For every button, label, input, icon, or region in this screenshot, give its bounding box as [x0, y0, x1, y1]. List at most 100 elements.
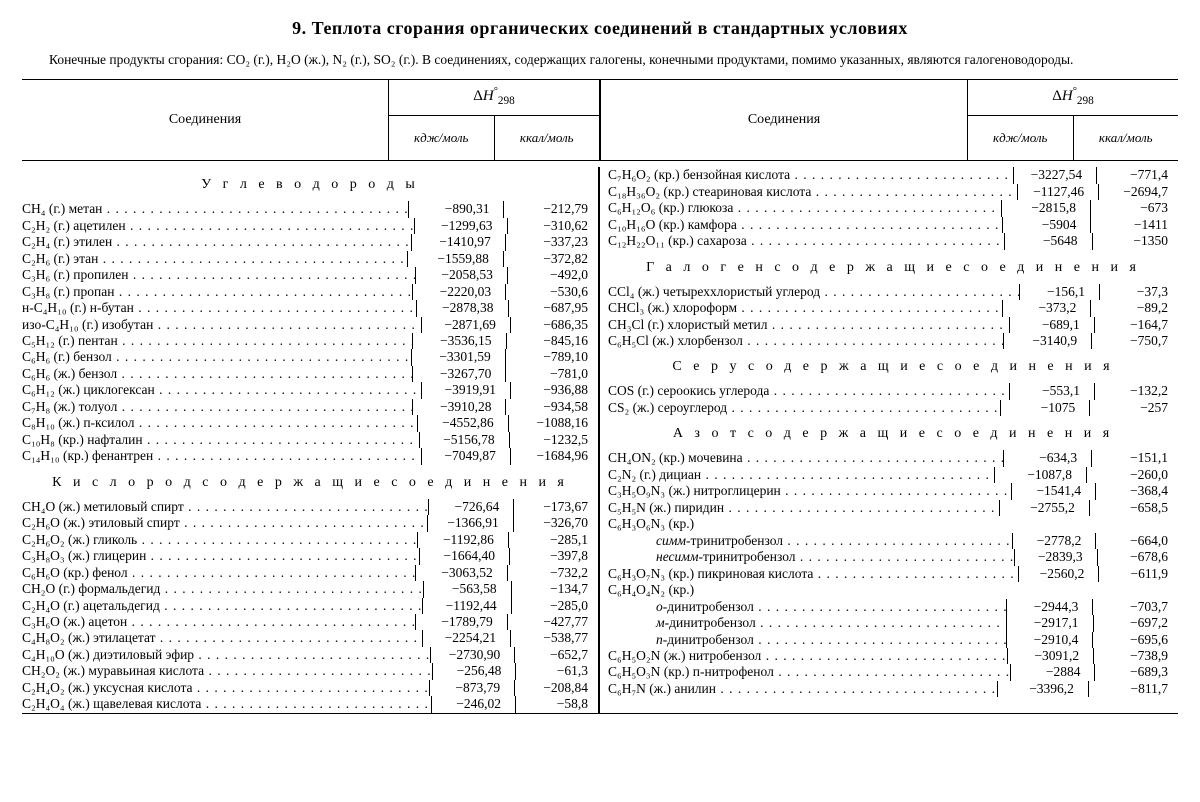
- value-kcal: −285,0: [511, 598, 598, 614]
- compound-name: C₃H₆O (ж.) ацетон: [22, 614, 415, 630]
- value-kj: −1541,4: [1011, 483, 1095, 499]
- value-kcal: −1411: [1090, 217, 1178, 233]
- value-kj: −2878,38: [416, 300, 507, 316]
- value-kcal: −673: [1090, 200, 1178, 216]
- compound-name: C₁₈H₃₆O₂ (кр.) стеариновая кислота: [608, 184, 1017, 200]
- value-kj: −2560,2: [1018, 566, 1099, 582]
- table-row: CH₃Cl (г.) хлористый метил−689,1−164,7: [608, 317, 1178, 333]
- table-row: о-динитробензол−2944,3−703,7: [608, 599, 1178, 615]
- data-table: Соединения ΔH°298 кдж/моль ккал/моль Сое…: [22, 79, 1178, 714]
- compound-name: CH₂O (г.) формальдегид: [22, 581, 423, 597]
- value-kj: −2220,03: [412, 284, 505, 300]
- value-kcal: −686,35: [510, 317, 598, 333]
- value-kj: −4552,86: [417, 415, 508, 431]
- table-row: C₁₈H₃₆O₂ (кр.) стеариновая кислота−1127,…: [608, 184, 1178, 200]
- value-kj: −3910,28: [412, 399, 505, 415]
- value-kcal: −260,0: [1086, 467, 1178, 483]
- compound-name: CS₂ (ж.) сероуглерод: [608, 400, 1000, 416]
- table-row: C₁₂H₂₂O₁₁ (кр.) сахароза−5648−1350: [608, 233, 1178, 249]
- value-kcal: −781,0: [505, 366, 598, 382]
- compound-name: симм-тринитробензол: [608, 533, 1012, 549]
- compound-name: CH₄O (ж.) метиловый спирт: [22, 499, 428, 515]
- value-kj: −2910,4: [1006, 632, 1092, 648]
- value-kj: −1664,40: [419, 548, 509, 564]
- value-kj: −1559,88: [407, 251, 503, 267]
- value-kj: −2884: [1010, 664, 1094, 680]
- table-row: C₃H₈O₃ (ж.) глицерин−1664,40−397,8: [22, 548, 598, 564]
- table-row: C₃H₈ (г.) пропан−2220,03−530,6: [22, 284, 598, 300]
- value-kcal: −492,0: [507, 267, 598, 283]
- table-row: C₄H₁₀O (ж.) диэтиловый эфир−2730,90−652,…: [22, 647, 598, 663]
- page-title: 9. Теплота сгорания органических соедине…: [22, 18, 1178, 39]
- value-kj: −3091,2: [1007, 648, 1093, 664]
- compound-name: C₂H₆ (г.) этан: [22, 251, 407, 267]
- value-kj: −1789,79: [415, 614, 507, 630]
- table-row: C₇H₈ (ж.) толуол−3910,28−934,58: [22, 399, 598, 415]
- compound-name: C₁₂H₂₂O₁₁ (кр.) сахароза: [608, 233, 1004, 249]
- value-kj: −1087,8: [994, 467, 1087, 483]
- col-kcal: ккал/моль: [1074, 116, 1179, 160]
- table-row: C₆H₇N (ж.) анилин−3396,2−811,7: [608, 681, 1178, 697]
- value-kcal: −1088,16: [508, 415, 598, 431]
- compound-name: C₈H₁₀ (ж.) п-ксилол: [22, 415, 417, 431]
- intro-text: Конечные продукты сгорания: CO₂ (г.), H₂…: [22, 51, 1178, 69]
- table-row: C₂H₆O₂ (ж.) гликоль−1192,86−285,1: [22, 532, 598, 548]
- compound-name: C₄H₁₀O (ж.) диэтиловый эфир: [22, 647, 430, 663]
- compound-name: C₂H₄O₄ (ж.) щавелевая кислота: [22, 696, 431, 712]
- value-kj: −2871,69: [421, 317, 510, 333]
- value-kcal: −310,62: [507, 218, 599, 234]
- compound-name: C₆H₇N (ж.) анилин: [608, 681, 997, 697]
- table-row: CHCl₃ (ж.) хлороформ−373,2−89,2: [608, 300, 1178, 316]
- compound-name: CHCl₃ (ж.) хлороформ: [608, 300, 1002, 316]
- value-kcal: −845,16: [506, 333, 599, 349]
- value-kj: −3227,54: [1013, 167, 1096, 183]
- value-kj: −1299,63: [414, 218, 506, 234]
- value-kj: −890,31: [408, 201, 503, 217]
- compound-name: C₆H₃O₇N₃ (кр.) пикриновая кислота: [608, 566, 1018, 582]
- value-kj: −2815,8: [1001, 200, 1090, 216]
- table-row: C₃H₆ (г.) пропилен−2058,53−492,0: [22, 267, 598, 283]
- compound-name: C₂N₂ (г.) дициан: [608, 467, 994, 483]
- compound-name: COS (г.) сероокись углерода: [608, 383, 1009, 399]
- col-dh: ΔH°298: [968, 80, 1178, 116]
- table-row: C₆H₅O₃N (кр.) п-нитрофенол−2884−689,3: [608, 664, 1178, 680]
- table-row: C₂H₆ (г.) этан−1559,88−372,82: [22, 251, 598, 267]
- table-row: CH₂O₂ (ж.) муравьиная кислота−256,48−61,…: [22, 663, 598, 679]
- table-row: C₅H₅N (ж.) пиридин−2755,2−658,5: [608, 500, 1178, 516]
- value-kj: −5904: [1002, 217, 1090, 233]
- value-kcal: −285,1: [508, 532, 598, 548]
- compound-name: C₁₀H₁₆O (кр.) камфора: [608, 217, 1002, 233]
- col-kj: кдж/моль: [968, 116, 1074, 160]
- value-kcal: −397,8: [509, 548, 598, 564]
- compound-name: C₇H₆O₂ (кр.) бензойная кислота: [608, 167, 1013, 183]
- value-kcal: −2694,7: [1098, 184, 1178, 200]
- value-kj: −2730,90: [430, 647, 515, 663]
- value-kcal: −257: [1089, 400, 1178, 416]
- value-kcal: −750,7: [1091, 333, 1178, 349]
- value-kj: −373,2: [1002, 300, 1090, 316]
- table-row: C₂N₂ (г.) дициан−1087,8−260,0: [608, 467, 1178, 483]
- table-col-left: У г л е в о д о р о д ыCH₄ (г.) метан−89…: [22, 167, 600, 713]
- col-dh: ΔH°298: [389, 80, 599, 116]
- compound-name: C₄H₈O₂ (ж.) этилацетат: [22, 630, 422, 646]
- value-kcal: −771,4: [1096, 167, 1178, 183]
- table-row: CS₂ (ж.) сероуглерод−1075−257: [608, 400, 1178, 416]
- table-row: C₅H₁₂ (г.) пентан−3536,15−845,16: [22, 333, 598, 349]
- table-row: C₆H₆O (кр.) фенол−3063,52−732,2: [22, 565, 598, 581]
- value-kcal: −89,2: [1090, 300, 1178, 316]
- value-kcal: −695,6: [1092, 632, 1178, 648]
- value-kj: −2944,3: [1006, 599, 1092, 615]
- value-kcal: −678,6: [1097, 549, 1178, 565]
- value-kj: −7049,87: [421, 448, 510, 464]
- value-kcal: −164,7: [1094, 317, 1178, 333]
- value-kcal: −37,3: [1099, 284, 1178, 300]
- compound-name: C₅H₁₂ (г.) пентан: [22, 333, 412, 349]
- compound-name: CH₄ (г.) метан: [22, 201, 408, 217]
- compound-name: C₃H₆ (г.) пропилен: [22, 267, 415, 283]
- section-heading: С е р у с о д е р ж а щ и е с о е д и н …: [608, 359, 1178, 375]
- value-kj: −1410,97: [411, 234, 505, 250]
- compound-name: C₆H₅Cl (ж.) хлорбензол: [608, 333, 1003, 349]
- value-kj: −2755,2: [999, 500, 1089, 516]
- value-kcal: −372,82: [503, 251, 598, 267]
- value-kj: −634,3: [1003, 450, 1091, 466]
